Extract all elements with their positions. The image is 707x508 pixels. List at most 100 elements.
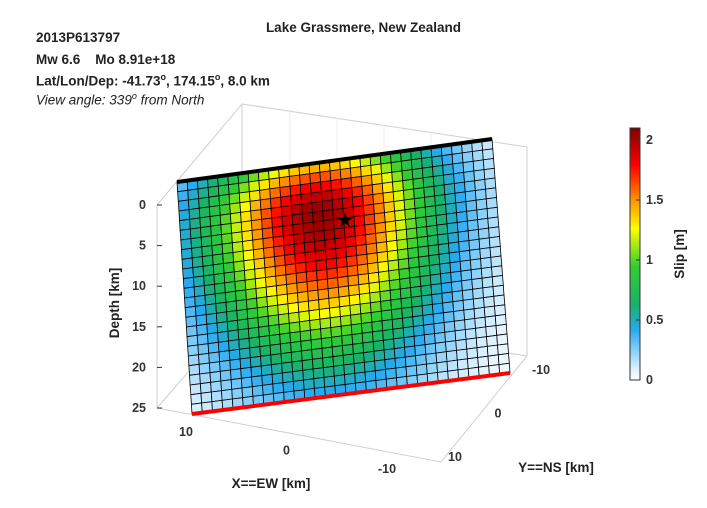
slip-patch <box>344 372 356 385</box>
slip-patch <box>313 376 326 389</box>
slip-patch <box>391 170 404 183</box>
slip-patch <box>356 263 369 276</box>
slip-patch <box>363 350 376 363</box>
slip-patch <box>459 259 472 272</box>
slip-patch <box>258 178 271 191</box>
slip-patch <box>179 218 191 231</box>
slip-patch <box>280 351 293 364</box>
slip-patch <box>327 286 340 299</box>
slip-patch <box>433 322 446 335</box>
slip-patch <box>218 193 231 206</box>
slip-patch <box>426 234 439 247</box>
slip-patch <box>487 354 500 367</box>
slip-patch <box>316 268 328 281</box>
slip-patch <box>206 322 219 335</box>
ns-axis-label: Y==NS [km] <box>518 460 594 475</box>
slip-patch <box>198 352 210 365</box>
slip-patch <box>367 271 380 284</box>
slip-patch <box>373 212 386 225</box>
slip-patch <box>361 331 374 344</box>
slip-patch <box>417 245 430 258</box>
slip-patch <box>218 350 231 363</box>
slip-patch <box>324 238 337 251</box>
slip-patch <box>249 199 262 212</box>
slip-patch <box>402 178 415 191</box>
slip-patch <box>228 339 240 352</box>
ew-tick-label: 0 <box>283 444 290 458</box>
slip-patch <box>412 315 425 327</box>
slip-patch <box>453 319 466 332</box>
slip-patch <box>199 381 212 394</box>
colorbar-tick-label: 1 <box>646 253 653 267</box>
slip-patch <box>387 259 400 272</box>
slip-patch <box>252 238 264 251</box>
depth-tick-label: 0 <box>139 198 146 212</box>
slip-patch <box>203 274 215 287</box>
slip-patch <box>365 242 378 255</box>
slip-patch <box>339 167 352 180</box>
slip-patch <box>209 370 222 383</box>
slip-patch <box>375 241 388 254</box>
slip-patch <box>444 192 457 205</box>
slip-patch <box>189 373 201 386</box>
slip-patch <box>442 311 455 323</box>
slip-patch <box>440 272 452 285</box>
slip-patch <box>403 198 416 211</box>
slip-patch <box>258 325 270 338</box>
slip-patch <box>481 276 494 289</box>
fault-bottom-edge <box>191 371 511 416</box>
slip-patch <box>398 267 411 280</box>
slip-patch <box>464 318 476 331</box>
slip-patch <box>430 283 443 296</box>
location-line: Lat/Lon/Dep: -41.73o, 174.15o, 8.0 km <box>36 72 270 89</box>
slip-patch <box>393 199 406 212</box>
slip-patch <box>220 379 233 392</box>
slip-patch <box>469 248 482 261</box>
slip-patch <box>205 312 218 325</box>
slip-patch <box>445 340 457 353</box>
slip-patch <box>288 174 301 187</box>
depth-axis-label: Depth [km] <box>107 268 122 339</box>
slip-patch <box>231 241 244 253</box>
slip-patch <box>277 303 290 316</box>
slip-patch <box>321 346 334 359</box>
slip-patch <box>477 217 490 230</box>
slip-patch <box>381 319 394 332</box>
slip-patch <box>373 202 385 215</box>
slip-patch <box>359 292 371 305</box>
view-angle-line: View angle: 339o from North <box>36 91 204 108</box>
slip-patch <box>332 354 345 367</box>
slip-patch <box>342 353 355 366</box>
slip-patch <box>463 170 476 183</box>
slip-patch <box>452 299 465 312</box>
slip-patch <box>320 327 332 340</box>
slip-patch <box>227 329 240 342</box>
slip-patch <box>262 383 274 396</box>
slip-patch <box>453 171 465 184</box>
slip-patch <box>226 319 239 332</box>
slip-patch <box>432 174 445 187</box>
slip-patch <box>195 314 208 327</box>
slip-patch <box>213 272 226 285</box>
slip-patch <box>454 191 467 204</box>
slip-patch <box>309 328 322 341</box>
slip-patch <box>372 339 385 352</box>
slip-patch <box>369 300 382 313</box>
slip-patch <box>425 215 438 228</box>
slip-patch <box>221 388 233 401</box>
slip-patch <box>448 251 461 264</box>
slip-patch <box>313 230 326 243</box>
slip-patch <box>412 324 425 337</box>
slip-patch <box>229 202 242 215</box>
slip-patch <box>405 217 417 230</box>
slip-patch <box>400 159 413 172</box>
slip-patch <box>254 277 267 289</box>
slip-patch <box>299 173 311 186</box>
slip-patch <box>482 158 495 171</box>
slip-patch <box>475 336 488 349</box>
slip-patch <box>279 332 292 345</box>
slip-patch <box>442 163 455 176</box>
slip-patch <box>282 224 294 237</box>
slip-patch <box>482 148 494 161</box>
slip-patch <box>351 332 364 345</box>
